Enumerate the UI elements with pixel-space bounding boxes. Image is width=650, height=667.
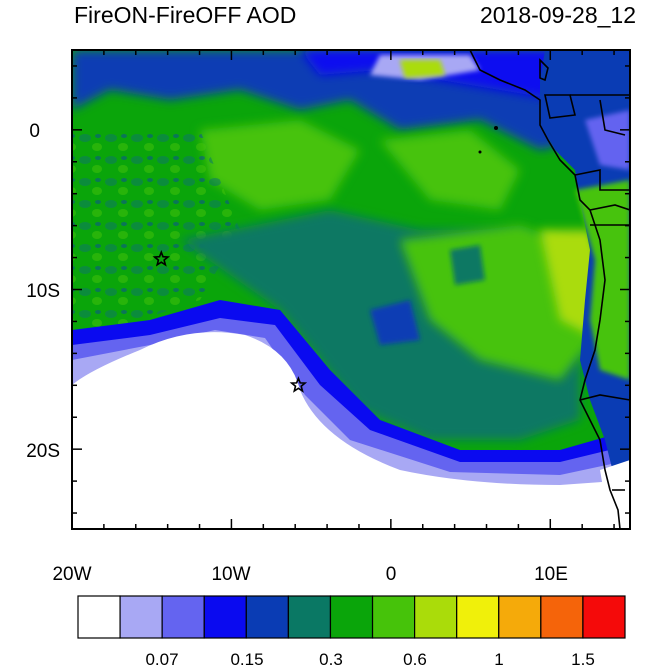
colorbar-swatch-0 (77, 595, 121, 639)
x-tick-label-20w: 20W (52, 564, 91, 585)
colorbar-label-5: 1.5 (571, 650, 595, 667)
colorbar-swatch-1 (119, 595, 163, 639)
aod-field (72, 50, 630, 529)
y-tick-label-10s: 10S (26, 281, 60, 302)
colorbar-swatch-9 (456, 595, 500, 639)
star-marker-1 (152, 249, 170, 267)
x-tick-label-0: 0 (386, 564, 397, 585)
colorbar-swatch-10 (498, 595, 542, 639)
colorbar-swatch-8 (414, 595, 458, 639)
map-title: FireON-FireOFF AOD (74, 2, 297, 28)
colorbar-label-3: 0.6 (403, 650, 427, 667)
map-datetime: 2018-09-28_12 (479, 2, 636, 28)
colorbar (77, 595, 626, 639)
marker-layer (152, 249, 308, 393)
x-tick-label-10w: 10W (211, 564, 250, 585)
y-tick-label-20s: 20S (26, 441, 60, 462)
colorbar-swatch-2 (161, 595, 205, 639)
coastline (469, 50, 630, 529)
colorbar-swatch-3 (203, 595, 247, 639)
colorbar-swatch-12 (582, 595, 626, 639)
colorbar-swatch-11 (540, 595, 584, 639)
y-tick-label-0: 0 (29, 121, 40, 142)
star-marker-2 (289, 376, 308, 393)
colorbar-label-4: 1 (494, 650, 503, 667)
colorbar-swatch-7 (371, 595, 416, 639)
colorbar-labels: 0.07 0.15 0.3 0.6 1 1.5 (145, 650, 594, 667)
colorbar-swatch-4 (245, 595, 289, 639)
colorbar-label-1: 0.15 (230, 650, 263, 667)
colorbar-label-0: 0.07 (145, 650, 178, 667)
colorbar-label-2: 0.3 (319, 650, 343, 667)
colorbar-swatch-5 (287, 595, 332, 639)
colorbar-swatch-6 (329, 595, 374, 639)
axis-ticks (71, 50, 630, 529)
x-tick-label-10e: 10E (534, 564, 568, 585)
